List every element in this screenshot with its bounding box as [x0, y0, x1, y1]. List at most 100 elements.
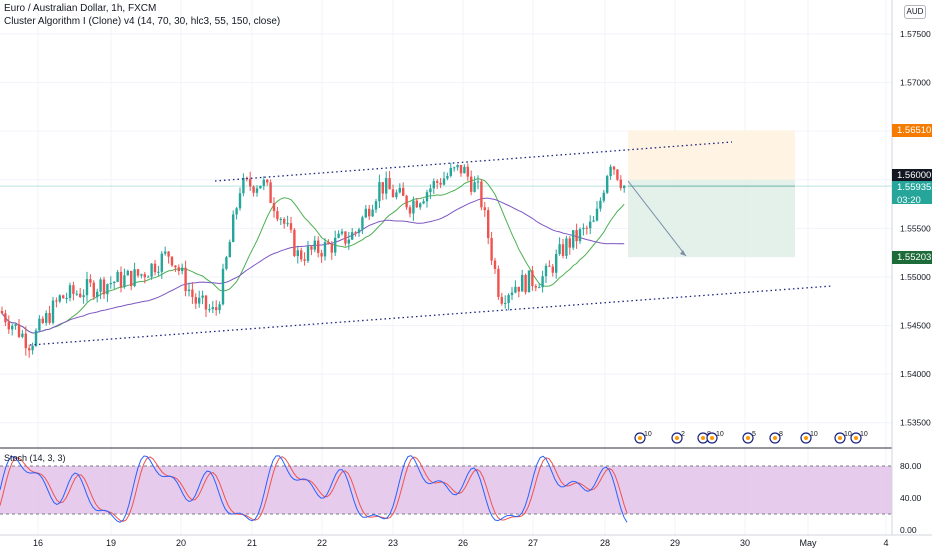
candle-body [164, 251, 167, 254]
candle-body [330, 243, 333, 253]
candle-body [521, 274, 524, 292]
time-tick-label: 22 [317, 538, 327, 548]
candle-body [157, 271, 160, 273]
candle-body [259, 185, 262, 189]
event-label: 10 [810, 431, 818, 438]
event-icon-dot [710, 436, 714, 440]
candle-body [599, 200, 602, 209]
stoch-tick-label: 40.00 [900, 493, 922, 503]
candle-body [361, 217, 364, 230]
symbol-title[interactable]: Euro / Australian Dollar, 1h, FXCM [4, 3, 157, 14]
candle-body [544, 265, 548, 277]
candle-body [62, 295, 65, 299]
event-label: 10 [644, 431, 652, 438]
candle-body [575, 230, 578, 242]
candle-body [218, 304, 221, 311]
candle-body [17, 324, 21, 337]
candle-body [534, 286, 537, 288]
grid [0, 0, 892, 535]
candle-body [446, 175, 449, 179]
candle-body [296, 250, 299, 257]
candle-body [565, 238, 568, 256]
candle-body [555, 254, 558, 273]
candle-body [425, 192, 429, 202]
candle-body [351, 232, 354, 240]
candle-body [398, 187, 401, 193]
event-icon-dot [773, 436, 777, 440]
stoch-k-line [0, 455, 628, 523]
candle-body [181, 267, 184, 272]
event-icon-dot [838, 436, 842, 440]
candle-body [198, 297, 201, 304]
price-tick-label: 1.57500 [900, 29, 931, 39]
candle-body [21, 333, 24, 337]
candle-body [150, 263, 153, 277]
candle-body [449, 168, 452, 176]
indicator-title[interactable]: Cluster Algorithm I (Clone) v4 (14, 70, … [4, 16, 281, 27]
candle-body [187, 289, 191, 292]
candle-body [429, 188, 432, 193]
candle-body [147, 276, 150, 278]
candle-body [497, 268, 500, 297]
channel-lower-line [29, 285, 833, 346]
candle-body [510, 292, 514, 296]
candle-body [0, 310, 4, 314]
position-zones[interactable] [628, 130, 795, 258]
price-tick-label: 1.53500 [900, 418, 931, 428]
stoch-title[interactable]: Stoch (14, 3, 3) [4, 453, 66, 463]
candle-body [364, 208, 367, 218]
candle-body [466, 166, 469, 177]
time-tick-label: 19 [106, 538, 116, 548]
candle-body [252, 186, 255, 193]
candle-body [28, 348, 31, 351]
candle-body [266, 179, 269, 183]
candle-body [422, 201, 425, 204]
candle-body [463, 166, 466, 174]
candle-body [184, 267, 187, 292]
candle-body [524, 274, 527, 293]
candle-body [595, 208, 599, 221]
price-tick-label: 1.57000 [900, 78, 931, 88]
candle-body [228, 242, 231, 258]
candle-body [548, 265, 551, 267]
candle-body [85, 279, 89, 296]
candle-body [371, 209, 374, 217]
candle-body [320, 252, 323, 257]
candle-body [374, 201, 378, 210]
candle-body [395, 192, 398, 198]
candle-body [34, 330, 38, 346]
candle-body [500, 296, 503, 304]
candle-body [113, 281, 116, 284]
candle-body [487, 210, 490, 239]
candle-body [381, 182, 384, 194]
currency-badge[interactable]: AUD [904, 5, 926, 19]
stop-price-label: 1.55203 [892, 251, 932, 264]
candle-body [102, 279, 106, 295]
time-tick-label: 26 [458, 538, 468, 548]
trend-lines[interactable] [0, 141, 892, 346]
candle-body [79, 293, 82, 298]
candle-body [592, 220, 595, 222]
candle-body [612, 166, 616, 170]
candle-body [412, 200, 415, 214]
candle-body [133, 269, 136, 287]
candle-body [408, 207, 412, 214]
last-price-label: 1.55935 03:20 [892, 181, 932, 206]
candle-body [289, 223, 293, 230]
candle-body [82, 295, 85, 298]
stoch-tick-label: 0.00 [900, 525, 917, 535]
candles [0, 162, 626, 358]
ma-fast-line [1, 177, 625, 334]
candle-body [41, 318, 44, 323]
candle-body [106, 284, 109, 295]
candle-body [255, 188, 259, 193]
candle-body [538, 287, 541, 289]
candle-body [140, 274, 143, 276]
candle-body [504, 302, 507, 304]
candle-body [507, 295, 510, 303]
candle-body [415, 200, 418, 208]
candle-body [194, 297, 197, 304]
event-markers[interactable]: 10281058101010 [634, 431, 868, 444]
candle-body [473, 182, 476, 192]
